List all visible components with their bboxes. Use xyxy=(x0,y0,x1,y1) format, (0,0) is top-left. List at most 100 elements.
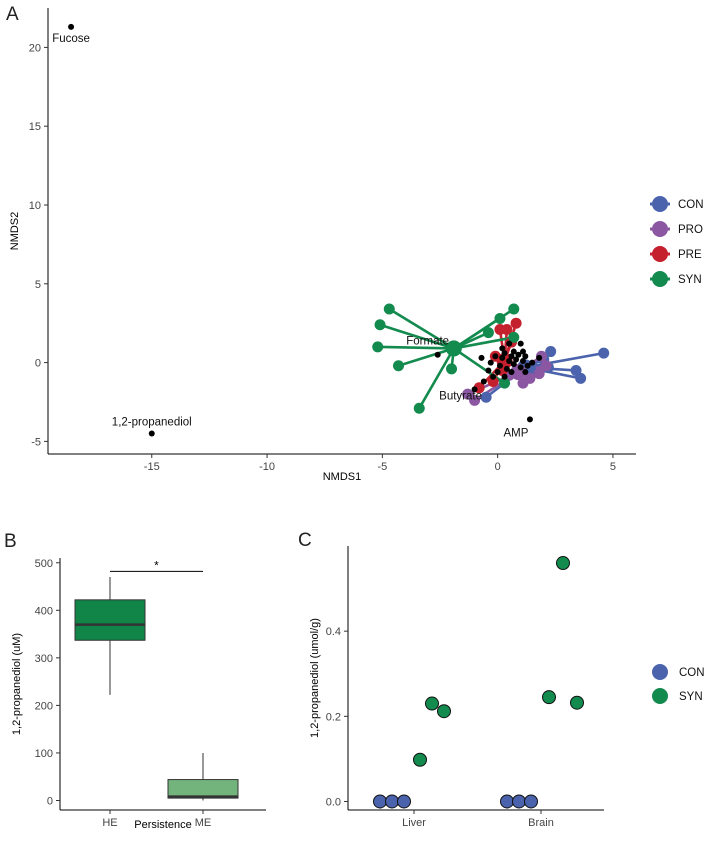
legend-label: CON xyxy=(679,667,705,679)
metabolite-point xyxy=(496,362,503,369)
y-tick-label: 5 xyxy=(35,279,41,291)
y-tick-label: 400 xyxy=(35,605,53,617)
data-point-syn xyxy=(425,696,439,711)
y-axis-title: NMDS2 xyxy=(9,212,21,251)
metabolite-point xyxy=(492,353,499,360)
data-point-con xyxy=(373,794,387,809)
sample-point-syn xyxy=(494,312,506,324)
spider-line-syn xyxy=(453,336,515,350)
x-tick-label: -15 xyxy=(144,461,160,473)
legend-key-pro xyxy=(652,221,668,237)
x-tick-label: Brain xyxy=(528,817,554,829)
data-point-syn xyxy=(437,704,451,719)
y-tick-label: 200 xyxy=(35,700,53,712)
legend-key-syn xyxy=(652,688,668,704)
metabolite-point xyxy=(524,362,531,369)
panel-label-b: B xyxy=(4,531,17,552)
sample-point-con xyxy=(598,347,610,359)
metabolite-point xyxy=(499,354,506,361)
y-tick-label: 10 xyxy=(29,200,41,212)
metabolite-point xyxy=(520,358,527,365)
data-point-syn xyxy=(556,556,570,571)
metabolite-point xyxy=(503,365,510,372)
metabolite-point xyxy=(513,356,520,363)
sample-point-con xyxy=(480,391,492,403)
data-point-syn xyxy=(413,752,427,767)
data-point-con xyxy=(385,794,399,809)
y-axis-title: 1,2-propanediol (uM) xyxy=(11,633,23,735)
metabolite-point xyxy=(508,369,515,376)
legend-key-con xyxy=(652,196,668,212)
legend-label: CON xyxy=(678,199,704,211)
legend-key-con xyxy=(652,664,668,680)
y-tick-label: 0.0 xyxy=(326,796,341,808)
metabolite-point xyxy=(501,350,508,357)
panel-b-boxplot: 0 100 200 300 400 500 HE ME Persistence 1,2-propa… xyxy=(11,558,266,831)
sample-point-pre xyxy=(510,317,522,329)
x-tick-label: ME xyxy=(195,817,212,829)
metabolite-point xyxy=(508,353,515,360)
x-axis-title: Persistence xyxy=(134,819,191,831)
sample-point-syn xyxy=(482,327,494,339)
legend-key-syn xyxy=(652,271,668,287)
sample-point-syn xyxy=(374,319,386,331)
sample-point-pro xyxy=(524,372,536,384)
metabolite-label: AMP xyxy=(503,427,528,439)
legend-label: PRO xyxy=(678,224,703,236)
metabolite-label: Butyrate xyxy=(439,390,482,402)
metabolite-label: 1,2-propanediol xyxy=(112,417,192,429)
panel-label-a: A xyxy=(6,4,19,25)
metabolite-point xyxy=(499,345,506,352)
sample-point-syn xyxy=(446,363,458,375)
y-tick-label: 0.2 xyxy=(326,711,341,723)
panel-a-nmds-plot: -15 -10 -5 0 5 -5 0 5 10 15 20 NMDS1 NMDS2 Fucose 1,2-… xyxy=(9,8,704,483)
sample-point-syn xyxy=(508,303,520,315)
spider-line-syn xyxy=(379,323,455,350)
metabolite-point xyxy=(520,348,527,355)
y-tick-label: 0 xyxy=(47,795,53,807)
y-tick-label: 15 xyxy=(29,121,41,133)
x-tick-label: 0 xyxy=(495,461,501,473)
legend-label: SYN xyxy=(679,691,703,703)
data-point-syn xyxy=(570,695,584,710)
metabolite-point-labeled xyxy=(526,416,533,423)
legend-label: SYN xyxy=(678,274,702,286)
y-tick-label: 20 xyxy=(29,42,41,54)
metabolite-point xyxy=(510,361,517,368)
y-tick-label: 500 xyxy=(35,558,53,570)
significance-marker: * xyxy=(154,558,159,572)
metabolite-point xyxy=(529,359,536,366)
metabolite-point xyxy=(501,373,508,380)
y-tick-label: -5 xyxy=(31,436,41,448)
metabolite-point-labeled xyxy=(68,23,75,30)
panel-label-c: C xyxy=(298,530,312,551)
sample-point-pro xyxy=(533,368,545,380)
metabolite-point xyxy=(494,369,501,376)
data-point-con xyxy=(500,794,514,809)
legend-key-pre xyxy=(652,246,668,262)
metabolite-point-labeled xyxy=(434,351,441,358)
sample-point-syn xyxy=(499,377,511,389)
y-axis-title: 1,2-propanediol (umol/g) xyxy=(309,618,321,738)
metabolite-point xyxy=(517,340,524,347)
metabolite-label: Formate xyxy=(406,336,449,348)
spider-line-con xyxy=(525,351,604,369)
metabolite-point xyxy=(510,348,517,355)
metabolite-point xyxy=(522,353,529,360)
sample-point-syn xyxy=(383,303,395,315)
metabolite-label: Fucose xyxy=(52,33,90,45)
sample-point-pre xyxy=(487,376,499,388)
metabolite-point xyxy=(515,351,522,358)
data-point-con xyxy=(397,794,411,809)
metabolite-point xyxy=(487,359,494,366)
sample-point-pro xyxy=(469,394,481,406)
metabolite-point xyxy=(506,340,513,347)
x-tick-label: Liver xyxy=(402,817,426,829)
metabolite-point xyxy=(480,378,487,385)
metabolite-point-labeled xyxy=(471,386,478,393)
metabolite-point xyxy=(485,367,492,374)
sample-point-syn xyxy=(413,402,425,414)
x-tick-label: HE xyxy=(102,817,117,829)
sample-point-pro xyxy=(540,360,552,372)
